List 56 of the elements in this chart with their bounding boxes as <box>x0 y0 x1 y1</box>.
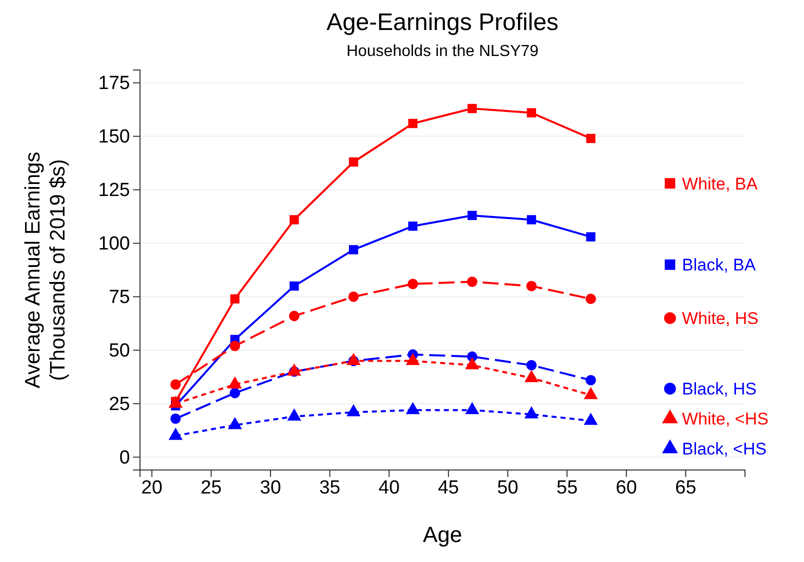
legend-label: Black, BA <box>682 256 756 275</box>
point <box>230 388 240 398</box>
point <box>406 402 420 414</box>
x-tick-label: 50 <box>497 477 518 498</box>
point <box>466 276 478 287</box>
x-tick-label: 25 <box>200 477 222 498</box>
x-axis-title: Age <box>422 522 462 547</box>
point <box>526 215 536 224</box>
point <box>290 215 299 224</box>
point <box>408 118 418 128</box>
legend-label: Black, HS <box>682 380 757 399</box>
point <box>465 402 480 414</box>
x-tick-label: 35 <box>319 477 340 498</box>
point <box>526 108 536 118</box>
x-tick-label: 45 <box>438 477 459 498</box>
y-tick-label: 125 <box>98 180 130 201</box>
x-tick-label: 55 <box>556 477 578 498</box>
point <box>584 387 598 400</box>
x-tick-label: 20 <box>141 477 162 498</box>
y-tick-label: 25 <box>108 394 130 415</box>
y-tick-label: 100 <box>98 233 130 254</box>
legend-label: White, HS <box>682 309 759 328</box>
point <box>289 310 300 322</box>
y-tick-label: 175 <box>98 72 130 94</box>
point <box>230 340 240 352</box>
x-tick-label: 65 <box>675 477 696 498</box>
y-tick-label: 0 <box>119 447 130 468</box>
point <box>586 294 596 304</box>
point <box>586 232 596 242</box>
x-tick-label: 40 <box>378 477 400 498</box>
point <box>526 360 537 370</box>
point <box>290 281 299 291</box>
y-axis-title: Average Annual Earnings (Thousands of 2019 $s) <box>22 152 70 388</box>
y-tick-label: 75 <box>108 286 130 308</box>
point <box>170 379 181 390</box>
x-tick-label: 30 <box>260 477 282 498</box>
x-tick-label: 60 <box>616 477 637 498</box>
point <box>348 245 358 254</box>
legend-label: White, BA <box>682 174 758 194</box>
point <box>586 134 596 144</box>
chart-subtitle: Households in the NLSY79 <box>346 43 539 60</box>
point <box>468 210 477 220</box>
point <box>408 222 418 231</box>
y-tick-label: 50 <box>108 340 130 362</box>
point <box>526 280 537 292</box>
point <box>348 157 358 167</box>
point <box>348 292 359 302</box>
point <box>586 374 596 386</box>
point <box>170 413 181 424</box>
legend-label: White, <HS <box>682 410 768 429</box>
legend-label: Black, <HS <box>682 440 767 459</box>
point <box>230 294 240 304</box>
point <box>408 278 418 290</box>
y-tick-label: 150 <box>98 126 130 148</box>
point <box>468 104 477 114</box>
chart-title: Age-Earnings Profiles <box>326 9 559 36</box>
